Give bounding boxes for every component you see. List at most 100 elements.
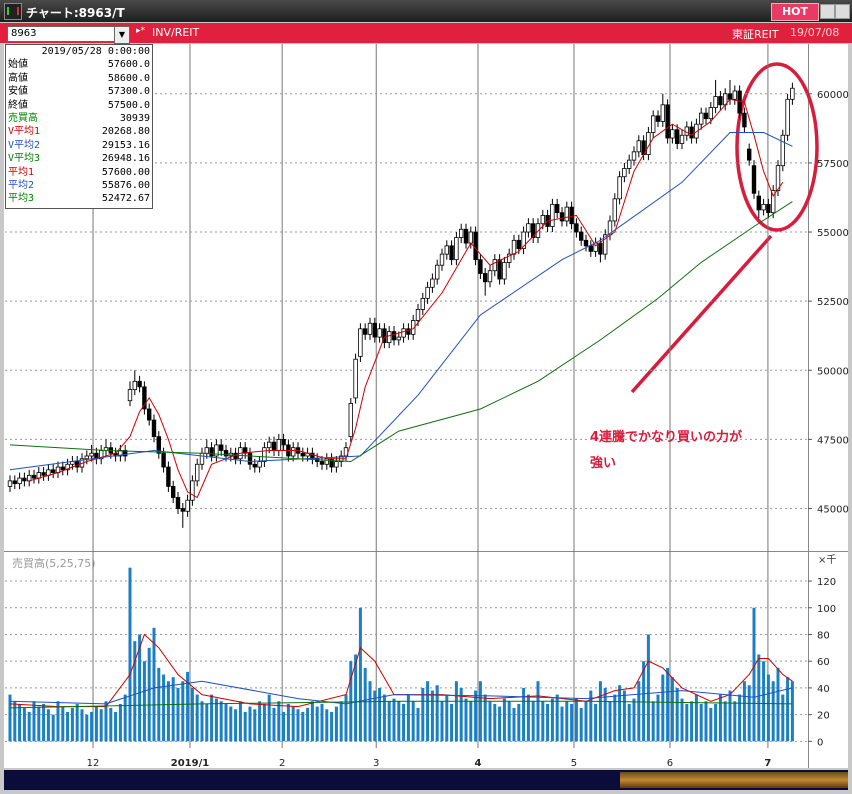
info-row: 平均1 57600.00 <box>6 166 152 179</box>
volume-bar <box>531 701 535 742</box>
candle-body <box>468 231 473 244</box>
volume-bar <box>109 707 113 742</box>
volume-bar <box>229 706 233 742</box>
candle-body <box>617 176 622 200</box>
candle-body <box>319 461 325 465</box>
symbol: 8963 <box>11 28 37 39</box>
candle-body <box>151 419 157 438</box>
volume-bar <box>469 701 473 742</box>
info-row: 安値 57300.0 <box>6 85 152 98</box>
volume-bar <box>632 698 636 742</box>
x-axis-background <box>4 748 809 768</box>
candle-body <box>372 322 377 338</box>
volume-bar <box>766 674 770 742</box>
volume-bar <box>546 703 550 742</box>
candle-body <box>607 220 613 236</box>
candle-body <box>751 165 757 194</box>
info-label: V平均1 <box>8 126 41 138</box>
scrollbar[interactable] <box>4 770 848 790</box>
volume-bar <box>786 677 790 742</box>
volume-bar <box>397 701 401 742</box>
volume-bar <box>373 690 377 742</box>
candle-body <box>156 436 161 454</box>
volume-bar <box>579 707 583 742</box>
y-tick-label: 40 <box>817 684 830 695</box>
hot-label: HOT <box>781 5 809 18</box>
candle-body <box>218 444 224 451</box>
candle-body <box>204 447 209 454</box>
candle-body <box>463 228 469 244</box>
volume-bar <box>512 707 516 742</box>
info-label: 高値 <box>8 72 28 84</box>
volume-bar <box>142 661 146 742</box>
info-label: 売買高 <box>8 113 38 125</box>
info-row: 始値 57600.0 <box>6 58 152 71</box>
x-tick-label: 4 <box>475 758 482 769</box>
info-row: 終値 57500.0 <box>6 99 152 112</box>
candle-body <box>367 322 373 335</box>
candle-body <box>569 206 574 225</box>
volume-bar <box>627 703 631 742</box>
candle-body <box>602 234 608 255</box>
volume-bar <box>445 694 449 742</box>
dropdown-button[interactable]: ▼ <box>114 26 130 44</box>
y-tick-label: 120 <box>817 577 836 588</box>
info-date-row: 2019/05/28 0:00:00 <box>6 45 152 58</box>
close-button[interactable] <box>835 4 850 19</box>
candle-body <box>665 104 670 139</box>
y-tick-label: 50000 <box>817 366 849 377</box>
volume-bar <box>618 685 622 742</box>
volume-bar <box>613 694 617 742</box>
volume-label: 売買高(5,25,75) <box>12 556 96 570</box>
candle-body <box>439 253 445 266</box>
volume-bar <box>685 703 689 742</box>
candle-body <box>689 126 694 139</box>
volume-bar <box>742 681 746 742</box>
volume-bar <box>339 701 343 742</box>
x-tick-label: 2019/1 <box>171 758 209 769</box>
info-label: V平均2 <box>8 139 41 151</box>
candle-body <box>185 499 190 512</box>
volume-bar <box>46 709 50 742</box>
scroll-thumb[interactable] <box>620 772 848 788</box>
candle-body <box>84 455 89 460</box>
volume-bar <box>411 701 415 742</box>
candle-body <box>276 438 281 451</box>
candle-body <box>449 245 454 261</box>
volume-bar <box>51 714 55 742</box>
info-label: 平均2 <box>8 180 35 192</box>
volume-bar <box>306 707 310 742</box>
volume-bar <box>574 698 578 742</box>
volume-bar <box>234 709 238 742</box>
y-tick-label: 55000 <box>817 228 849 239</box>
volume-bar <box>517 703 521 742</box>
candle-body <box>631 151 637 161</box>
info-panel: 2019/05/28 0:00:00 始値 57600.0 高値 58600.0 安値 5… <box>5 44 153 209</box>
candle-body <box>401 328 406 338</box>
volume-bar <box>541 701 545 742</box>
y-tick-label: 47500 <box>817 435 849 446</box>
minimize-button[interactable] <box>820 4 835 19</box>
volume-bar <box>714 703 718 742</box>
candle-body <box>257 461 262 468</box>
volume-bar <box>262 703 266 742</box>
candle-body <box>492 259 497 272</box>
candle-body <box>679 134 685 144</box>
volume-bar <box>22 707 26 742</box>
volume-bar <box>694 694 698 742</box>
volume-bar <box>75 703 79 742</box>
info-row: 平均2 55876.00 <box>6 179 152 192</box>
volume-bar <box>114 711 118 742</box>
candle-body <box>391 331 397 341</box>
volume-bar <box>258 701 262 742</box>
candle-body <box>622 168 627 178</box>
volume-bar <box>162 674 166 742</box>
candle-body <box>698 112 704 125</box>
volume-bar <box>166 681 170 742</box>
volume-bar <box>598 681 602 742</box>
candle-body <box>122 450 128 457</box>
volume-bar <box>27 711 31 742</box>
hot-button[interactable]: HOT <box>771 3 819 21</box>
volume-bar <box>507 701 511 742</box>
info-value: 52472.67 <box>101 193 150 205</box>
